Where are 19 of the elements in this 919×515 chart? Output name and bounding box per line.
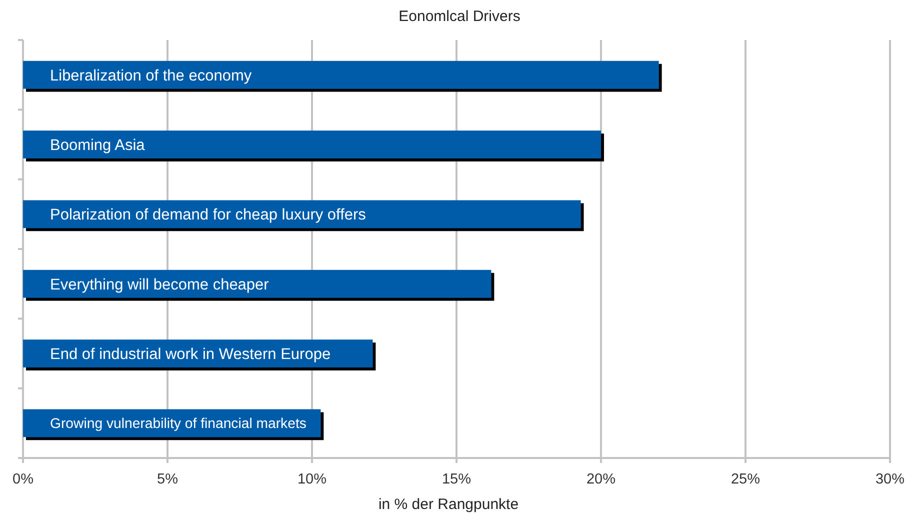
- x-tick-label: 25%: [730, 471, 760, 488]
- x-tick-label: 10%: [297, 471, 327, 488]
- x-tick-label: 0%: [12, 471, 34, 488]
- x-tick-label: 5%: [157, 471, 178, 488]
- bar: [23, 200, 581, 228]
- y-tick-label: Booming Asia: [50, 136, 146, 154]
- y-tick-label: Everything will become cheaper: [50, 276, 269, 294]
- bar: [23, 130, 601, 158]
- x-tick-label: 20%: [586, 471, 616, 488]
- x-tick-label: 15%: [442, 471, 472, 488]
- bar: [23, 60, 659, 89]
- x-axis-title: in % der Rangpunkte: [378, 496, 519, 513]
- y-tick-label: Growing vulnerability of financial markets: [50, 415, 306, 432]
- y-tick-label: Polarization of demand for cheap luxury offers: [50, 206, 366, 224]
- y-tick-label: Liberalization of the economy: [50, 67, 252, 84]
- x-tick-label: 30%: [875, 471, 905, 488]
- y-tick-label: End of industrial work in Western Europe: [50, 346, 331, 363]
- chart-title: Eonomlcal Drivers: [398, 8, 520, 25]
- bar: [23, 270, 492, 298]
